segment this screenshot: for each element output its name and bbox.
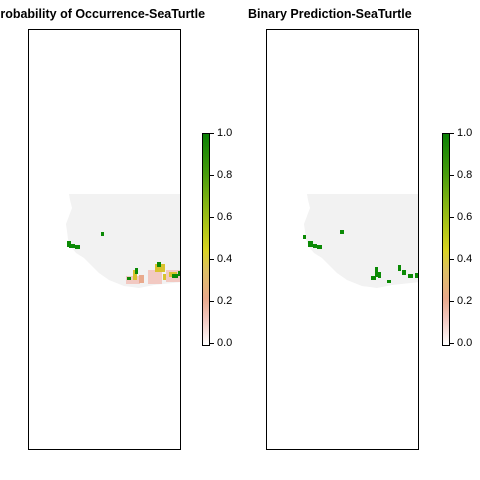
presence-cell: [378, 272, 381, 278]
mid-probability-cell: [155, 264, 165, 272]
presence-cell: [101, 232, 104, 236]
legend-tick: [210, 217, 214, 218]
legend-tick: [210, 301, 214, 302]
legend-tick-label: 0.8: [217, 169, 233, 181]
probability-legend: 0.0 0.2 0.4 0.6 0.8 1.0: [202, 128, 242, 349]
legend-tick: [450, 301, 454, 302]
legend-colorbar: [442, 133, 450, 346]
legend-tick: [210, 343, 214, 344]
legend-tick-label: 0.0: [217, 337, 233, 349]
legend-tick: [210, 259, 214, 260]
presence-cell: [375, 267, 378, 277]
legend-tick: [210, 133, 214, 134]
legend-tick-label: 1.0: [457, 127, 473, 139]
presence-cell: [313, 244, 317, 248]
low-probability-cell: [139, 275, 144, 283]
legend-tick-label: 0.6: [457, 211, 473, 223]
left-map-title: Probability of Occurrence-SeaTurtle: [0, 7, 206, 21]
presence-cell: [172, 274, 178, 278]
presence-cell: [178, 271, 180, 276]
mid-probability-cell: [133, 270, 137, 280]
probability-cells: [67, 232, 180, 284]
binary-legend: 0.0 0.2 0.4 0.6 0.8 1.0: [442, 128, 480, 349]
presence-cell: [69, 244, 75, 248]
presence-cells: [303, 230, 418, 283]
probability-map: [66, 194, 180, 288]
legend-tick-label: 0.2: [457, 295, 473, 307]
legend-tick: [450, 217, 454, 218]
presence-cell: [398, 265, 401, 271]
legend-tick-label: 0.8: [457, 169, 473, 181]
binary-prediction-map-panel: [266, 29, 419, 450]
presence-cell: [127, 277, 131, 280]
legend-tick-label: 0.4: [217, 253, 233, 265]
legend-tick: [450, 175, 454, 176]
presence-cell: [408, 274, 413, 278]
legend-tick-label: 0.0: [457, 337, 473, 349]
coastline-landmass: [304, 194, 418, 288]
presence-cell: [415, 273, 418, 278]
presence-cell: [387, 280, 391, 283]
probability-map-panel: [28, 29, 181, 450]
presence-cell: [75, 245, 80, 249]
right-map-title: Binary Prediction-SeaTurtle: [248, 7, 412, 21]
presence-cell: [402, 270, 406, 275]
presence-cell: [157, 262, 161, 267]
presence-cell: [340, 230, 344, 234]
low-probability-cell: [148, 270, 162, 284]
legend-tick-label: 0.6: [217, 211, 233, 223]
legend-tick-label: 0.4: [457, 253, 473, 265]
presence-cell: [135, 268, 138, 274]
presence-cell: [303, 235, 306, 239]
legend-tick: [210, 175, 214, 176]
legend-tick-label: 0.2: [217, 295, 233, 307]
legend-tick: [450, 133, 454, 134]
legend-colorbar: [202, 133, 210, 346]
presence-cell: [308, 241, 313, 247]
legend-tick: [450, 259, 454, 260]
presence-cell: [371, 276, 376, 280]
presence-cell: [317, 245, 322, 249]
binary-prediction-map: [303, 194, 418, 288]
coastline-landmass: [66, 194, 180, 288]
legend-tick-label: 1.0: [217, 127, 233, 139]
legend-tick: [450, 343, 454, 344]
